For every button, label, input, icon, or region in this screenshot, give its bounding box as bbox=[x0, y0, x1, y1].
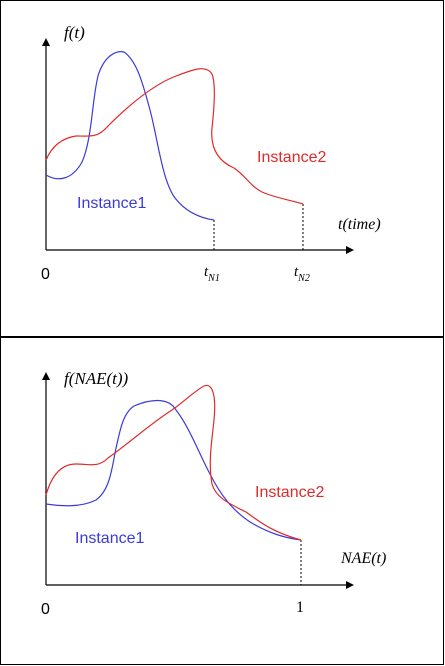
bottom-origin-label: 0 bbox=[41, 601, 50, 618]
top-instance2-curve bbox=[45, 68, 304, 205]
top-x-axis-label: t(time) bbox=[338, 216, 381, 233]
top-instance1-curve bbox=[45, 51, 215, 221]
top-panel: f(t) t(time) 0 tN1 tN2 Instance1 Instanc… bbox=[0, 0, 444, 337]
bottom-panel-frame bbox=[0, 337, 444, 665]
top-origin-label: 0 bbox=[41, 266, 50, 283]
top-tick-tn2: tN2 bbox=[294, 264, 310, 284]
top-instance2-label: Instance2 bbox=[257, 149, 326, 166]
bottom-instance1-label: Instance1 bbox=[75, 530, 144, 547]
top-instance1-label: Instance1 bbox=[77, 195, 146, 212]
top-tick-tn1: tN1 bbox=[204, 264, 220, 284]
bottom-x-axis-label: NAE(t) bbox=[340, 550, 386, 567]
bottom-y-axis-label: f(NAE(t)) bbox=[64, 369, 129, 388]
top-panel-frame bbox=[0, 0, 444, 337]
bottom-instance2-curve bbox=[45, 384, 302, 541]
bottom-panel: f(NAE(t)) NAE(t) 0 1 Instance1 Instance2 bbox=[0, 337, 444, 665]
bottom-instance2-label: Instance2 bbox=[255, 484, 324, 501]
bottom-instance1-curve bbox=[45, 399, 302, 541]
bottom-tick-end: 1 bbox=[296, 599, 304, 616]
top-y-axis-label: f(t) bbox=[64, 23, 85, 42]
